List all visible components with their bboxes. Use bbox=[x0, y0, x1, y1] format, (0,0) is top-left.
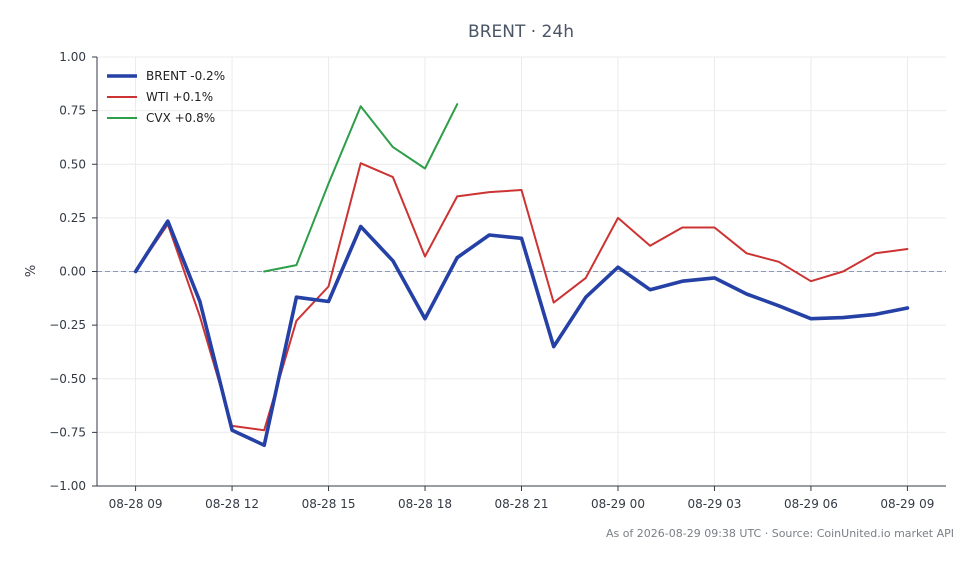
x-tick-label: 08-29 09 bbox=[880, 497, 934, 511]
y-tick-label: 0.00 bbox=[59, 265, 86, 279]
series-lines bbox=[133, 103, 910, 448]
source-footer: As of 2026-08-29 09:38 UTC · Source: Coi… bbox=[606, 527, 954, 540]
legend: BRENT -0.2% WTI +0.1% CVX +0.8% bbox=[107, 69, 225, 125]
x-tick-label: 08-29 00 bbox=[591, 497, 645, 511]
chart-title: BRENT · 24h bbox=[468, 22, 574, 42]
axes: 1.00 0.75 0.50 0.25 0.00 −0.25 −0.50 −0.75 −1.00… bbox=[49, 50, 946, 511]
series-line-wti bbox=[134, 162, 909, 432]
legend-label-brent: BRENT -0.2% bbox=[146, 69, 225, 83]
x-tick-label: 08-29 06 bbox=[784, 497, 838, 511]
x-tick-label: 08-28 18 bbox=[398, 497, 452, 511]
grid bbox=[97, 56, 946, 487]
y-tick-label: 0.75 bbox=[59, 104, 86, 118]
series-line-cvx bbox=[263, 103, 459, 273]
legend-label-wti: WTI +0.1% bbox=[146, 90, 213, 104]
x-tick-label: 08-28 15 bbox=[302, 497, 356, 511]
y-tick-label: 0.25 bbox=[59, 211, 86, 225]
x-tick-label: 08-29 03 bbox=[687, 497, 741, 511]
y-tick-label: 1.00 bbox=[59, 50, 86, 64]
x-tick-label: 08-28 21 bbox=[495, 497, 549, 511]
y-tick-label: −0.25 bbox=[49, 318, 86, 332]
series-line-brent bbox=[133, 219, 910, 448]
y-tick-label: −0.50 bbox=[49, 372, 86, 386]
legend-label-cvx: CVX +0.8% bbox=[146, 111, 215, 125]
y-axis-label: % bbox=[24, 265, 39, 277]
x-tick-label: 08-28 09 bbox=[109, 497, 163, 511]
x-tick-label: 08-28 12 bbox=[205, 497, 259, 511]
y-tick-label: 0.50 bbox=[59, 157, 86, 171]
y-tick-label: −1.00 bbox=[49, 479, 86, 493]
y-tick-label: −0.75 bbox=[49, 425, 86, 439]
